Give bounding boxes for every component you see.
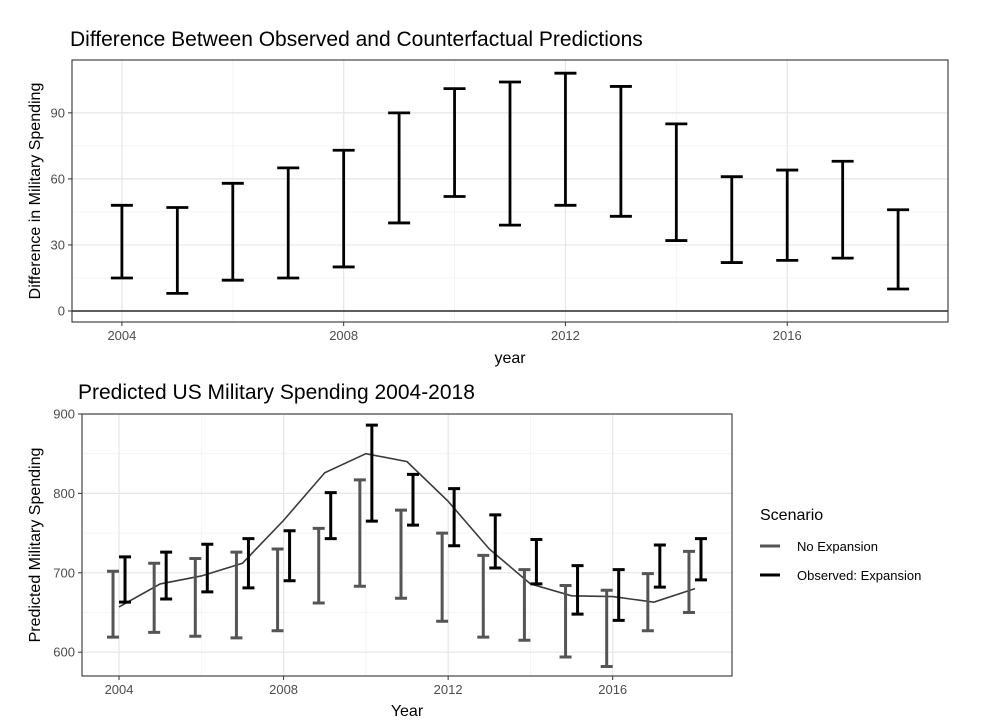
chart2-error-bar-observed-expansion-2014 <box>530 537 543 586</box>
chart2-error-bar-observed-expansion-2004 <box>119 555 132 604</box>
chart-1-title: Difference Between Observed and Counterf… <box>70 28 643 51</box>
chart1-error-bar-series-2016 <box>776 168 799 262</box>
chart2-error-bar-no-expansion-2008 <box>271 547 284 633</box>
chart2-error-bar-no-expansion-2010 <box>353 478 366 588</box>
chart2-x-tick-label: 2008 <box>269 682 298 697</box>
chart2-error-bar-observed-expansion-2017 <box>653 543 666 589</box>
chart1-y-axis-title: Difference in Military Spending <box>27 83 44 300</box>
chart2-error-bar-observed-expansion-2018 <box>694 537 707 582</box>
chart2-x-axis-title: Year <box>391 703 424 720</box>
chart1-y-tick-label: 90 <box>51 105 65 120</box>
chart1-x-tick-label: 2004 <box>107 328 136 343</box>
chart2-error-bar-no-expansion-2016 <box>600 588 613 668</box>
chart1-x-tick-label: 2016 <box>773 328 802 343</box>
chart1-error-bar-series-2010 <box>443 87 466 198</box>
chart1-error-bar-series-2015 <box>720 175 743 264</box>
chart1-error-bar-series-2006 <box>221 181 244 282</box>
chart2-error-bar-observed-expansion-2009 <box>324 491 337 541</box>
chart1-y-tick-label: 0 <box>58 303 65 318</box>
chart2-x-tick-label: 2016 <box>598 682 627 697</box>
chart2-error-bar-observed-expansion-2005 <box>160 550 173 601</box>
chart2-plot-panel <box>82 414 732 676</box>
chart2-legend-label: No Expansion <box>797 539 878 554</box>
chart2-error-bar-observed-expansion-2008 <box>283 529 296 583</box>
chart2-error-bar-observed-expansion-2016 <box>612 568 625 622</box>
chart1-error-bar-series-2007 <box>277 166 300 280</box>
chart2-error-bar-observed-expansion-2012 <box>448 487 461 548</box>
chart2-error-bar-no-expansion-2015 <box>559 583 572 659</box>
chart2-y-tick-label: 700 <box>53 565 75 580</box>
chart2-y-axis-title: Predicted Military Spending <box>27 448 44 643</box>
chart2-error-bar-no-expansion-2011 <box>395 508 407 600</box>
chart1-x-axis-title: year <box>494 350 526 367</box>
chart2-y-tick-label: 800 <box>53 486 75 501</box>
chart2-error-bar-no-expansion-2012 <box>436 531 449 623</box>
chart2-error-bar-no-expansion-2009 <box>312 526 325 605</box>
chart1-error-bar-series-2005 <box>166 206 189 295</box>
chart2-error-bar-observed-expansion-2010 <box>365 423 378 523</box>
chart2-error-bar-observed-expansion-2006 <box>201 542 214 594</box>
chart1-error-bar-series-2008 <box>332 148 355 269</box>
chart2-legend-label: Observed: Expansion <box>797 568 921 583</box>
chart2-error-bar-no-expansion-2017 <box>641 572 654 633</box>
chart1-x-tick-label: 2008 <box>329 328 358 343</box>
chart1-error-bar-series-2011 <box>499 80 521 227</box>
chart-2-title: Predicted US Military Spending 2004-2018 <box>78 381 475 404</box>
chart2-error-bar-observed-expansion-2007 <box>242 537 255 590</box>
chart2-error-bar-observed-expansion-2011 <box>407 472 419 527</box>
chart2-trend-line <box>118 452 696 608</box>
chart1-error-bar-series-2018 <box>887 208 910 291</box>
chart1-panel-border <box>71 59 949 323</box>
chart2-y-tick-label: 900 <box>53 407 75 422</box>
chart2-error-bar-no-expansion-2005 <box>148 561 161 634</box>
chart1-error-bar-series-2012 <box>554 71 577 207</box>
chart2-error-bar-observed-expansion-2013 <box>489 513 502 570</box>
chart2-error-bar-no-expansion-2006 <box>189 556 202 638</box>
chart2-error-bar-no-expansion-2013 <box>477 553 490 639</box>
chart1-x-tick-label: 2012 <box>551 328 580 343</box>
chart2-error-bar-no-expansion-2014 <box>518 568 531 642</box>
chart2-error-bar-no-expansion-2018 <box>682 549 695 614</box>
chart1-error-bar-series-2009 <box>388 111 411 225</box>
chart1-error-bar-series-2013 <box>609 85 632 218</box>
chart2-error-bar-no-expansion-2004 <box>107 569 120 639</box>
chart1-error-bar-series-2014 <box>665 122 688 242</box>
chart1-error-bar-series-2017 <box>831 159 854 260</box>
chart2-x-tick-label: 2004 <box>105 682 134 697</box>
chart2-y-tick-label: 600 <box>53 645 75 660</box>
chart2-panel-border <box>81 413 733 677</box>
chart2-legend-title: Scenario <box>760 507 823 524</box>
chart1-error-bar-series-2004 <box>110 203 133 280</box>
chart2-error-bar-no-expansion-2007 <box>230 550 243 640</box>
chart1-y-tick-label: 30 <box>51 237 65 252</box>
chart2-error-bar-observed-expansion-2015 <box>571 564 584 616</box>
chart1-y-tick-label: 60 <box>51 171 65 186</box>
chart2-x-tick-label: 2012 <box>434 682 463 697</box>
